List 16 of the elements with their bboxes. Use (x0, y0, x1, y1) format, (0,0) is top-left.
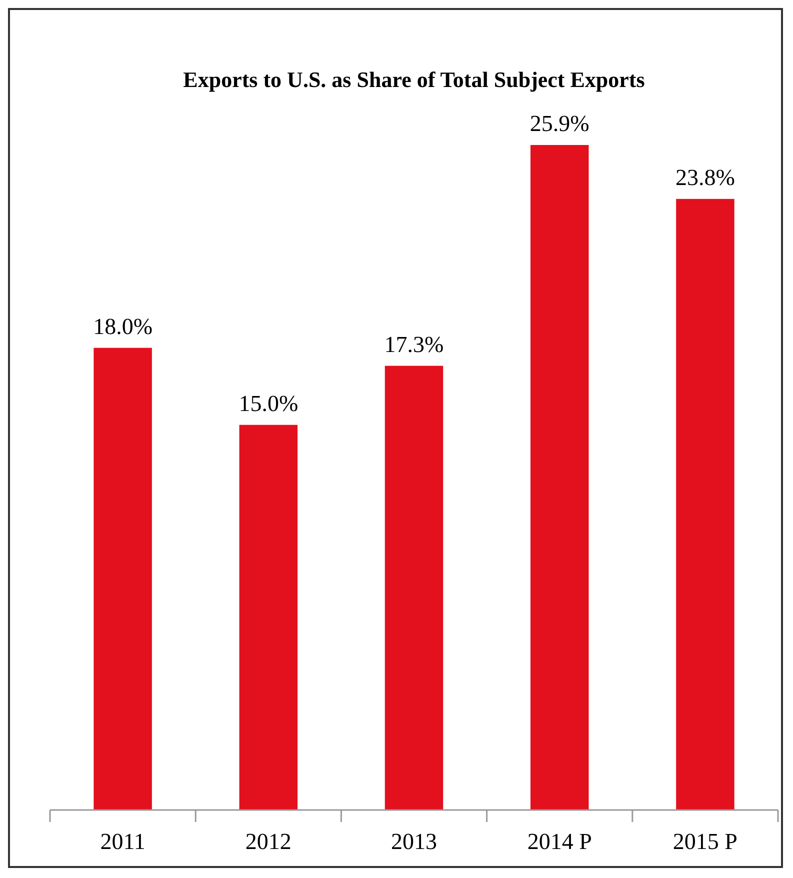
data-label: 25.9% (530, 111, 590, 136)
data-label: 17.3% (384, 332, 444, 357)
chart-title: Exports to U.S. as Share of Total Subject Exports (183, 67, 646, 92)
x-tick-label: 2012 (245, 829, 292, 854)
data-label: 18.0% (93, 314, 153, 339)
x-tick-label: 2011 (100, 829, 146, 854)
x-tick-label: 2014 P (527, 829, 592, 854)
bar (384, 366, 444, 810)
x-tick-label: 2013 (391, 829, 437, 854)
bar (530, 145, 589, 810)
x-tick-label: 2015 P (672, 829, 738, 854)
bar (676, 198, 734, 810)
data-label: 15.0% (238, 390, 298, 416)
bar (94, 348, 152, 810)
data-label: 23.8% (675, 164, 735, 190)
bar (239, 424, 298, 810)
